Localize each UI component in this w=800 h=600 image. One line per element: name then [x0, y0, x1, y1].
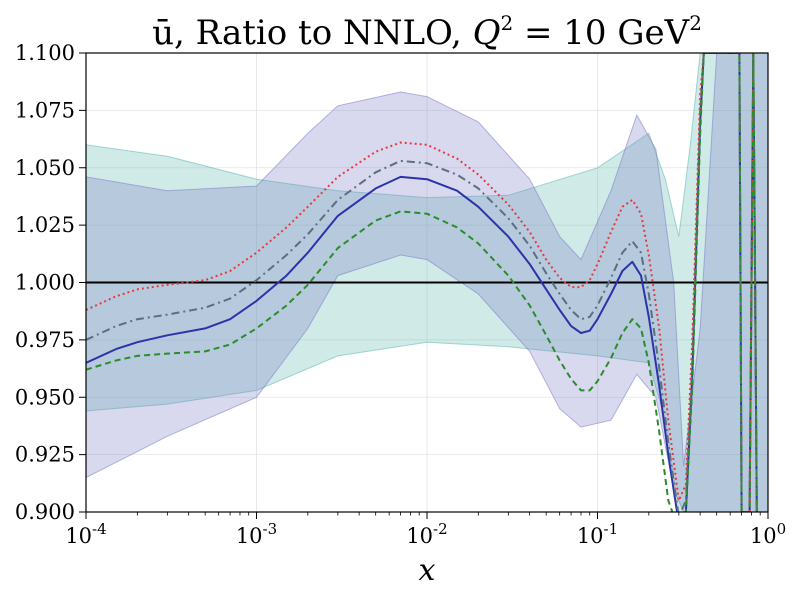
x-tick-label: 10-3 — [236, 520, 277, 548]
x-tick-label: 10-2 — [406, 520, 447, 548]
y-tick-label: 1.000 — [15, 271, 75, 295]
x-tick-label: 10-1 — [577, 520, 618, 548]
y-tick-label: 0.925 — [15, 443, 75, 467]
y-tick-label: 0.900 — [15, 500, 75, 524]
y-tick-label: 1.100 — [15, 41, 75, 65]
y-axis: 0.900 0.925 0.950 0.975 1.000 1.025 1.050 1.075… — [15, 41, 86, 524]
x-axis: 10-4 10-3 10-2 10-1 100 — [65, 512, 786, 548]
series-dashdot-gray — [86, 53, 759, 512]
x-tick-label: 10-4 — [65, 520, 106, 548]
y-tick-label: 1.025 — [15, 213, 75, 237]
y-tick-label: 1.050 — [15, 156, 75, 180]
y-tick-label: 0.975 — [15, 328, 75, 352]
y-tick-label: 1.075 — [15, 98, 75, 122]
series-dashed-green — [86, 53, 759, 512]
series-lines — [86, 53, 759, 512]
y-tick-label: 0.950 — [15, 385, 75, 409]
chart-title: ū, Ratio to NNLO, Q2 = 10 GeV2 — [152, 11, 702, 53]
x-tick-label: 100 — [750, 520, 786, 548]
x-axis-label: x — [419, 553, 436, 588]
